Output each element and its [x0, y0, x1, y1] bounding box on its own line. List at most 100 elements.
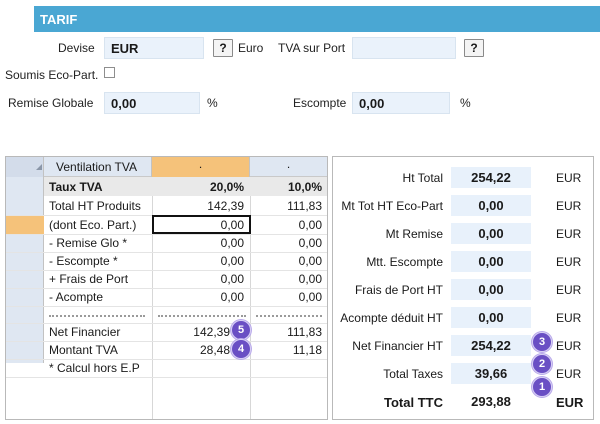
grid-row-divider: [6, 252, 327, 253]
grid-dotted-separator: [256, 315, 322, 317]
grid-row-label: Total HT Produits: [49, 199, 141, 213]
grid-row-taux: [44, 177, 327, 196]
remise-field[interactable]: 0,00: [104, 92, 200, 114]
grid-cell-col2[interactable]: 111,83: [287, 325, 322, 339]
grid-row-divider: [6, 306, 327, 307]
grid-row-label: Montant TVA: [49, 343, 118, 357]
callout-badge-5: 5: [231, 320, 251, 340]
grid-cell-col2[interactable]: 0,00: [298, 254, 322, 268]
grid-row-divider: [6, 323, 327, 324]
grid-cell-col1[interactable]: 0,00: [220, 272, 244, 286]
totals-label: Acompte déduit HT: [340, 311, 443, 325]
currency-help-button[interactable]: ?: [213, 39, 233, 57]
callout-badge-3: 3: [532, 332, 552, 352]
grid-row-divider: [6, 341, 327, 342]
grid-cell-col2[interactable]: 0,00: [298, 290, 322, 304]
totals-currency: EUR: [556, 311, 582, 325]
totals-currency: EUR: [556, 283, 582, 297]
grid-cell-focused[interactable]: [152, 215, 251, 234]
tva-port-field[interactable]: [352, 37, 456, 59]
totals-value[interactable]: 0,00: [451, 223, 531, 244]
grid-row-label: + Frais de Port: [49, 272, 129, 286]
grid-dotted-separator: [49, 315, 145, 317]
totals-value[interactable]: 0,00: [451, 307, 531, 328]
totals-value[interactable]: 0,00: [451, 195, 531, 216]
section-header-tarif: TARIF: [34, 6, 600, 32]
totals-label: Mt Remise: [385, 227, 443, 241]
grid-cell-col1[interactable]: 0,00: [220, 236, 244, 250]
grid-cell-col2[interactable]: 0,00: [298, 272, 322, 286]
callout-badge-1: 1: [532, 377, 552, 397]
remise-unit-label: %: [207, 96, 218, 110]
tva-breakdown-grid: Ventilation TVA . . Taux TVA 20,0% 10,0%…: [5, 156, 328, 420]
grid-row-label: - Escompte *: [49, 254, 118, 268]
currency-label: Devise: [58, 41, 95, 55]
grid-col-separator: [152, 177, 153, 419]
grid-row-label: Taux TVA: [49, 180, 103, 194]
grid-footnote: * Calcul hors E.P: [49, 361, 140, 375]
grid-cell-col1[interactable]: 20,0%: [209, 180, 244, 194]
totals-value[interactable]: 0,00: [451, 279, 531, 300]
grid-row-divider: [6, 234, 327, 235]
currency-field[interactable]: EUR: [104, 37, 204, 59]
totals-label: Mt Tot HT Eco-Part: [341, 199, 443, 213]
select-all-triangle-icon: [36, 164, 42, 170]
grid-cell-col2[interactable]: 0,00: [298, 218, 322, 232]
eco-part-label: Soumis Eco-Part.: [5, 68, 99, 82]
currency-unit-label: Euro: [238, 41, 264, 55]
grid-cell-col1[interactable]: 0,00: [220, 290, 244, 304]
callout-badge-4: 4: [231, 339, 251, 359]
totals-panel: Ht Total 254,22 EUR Mt Tot HT Eco-Part 0…: [332, 156, 594, 420]
totals-currency: EUR: [556, 339, 582, 353]
escompte-label: Escompte: [293, 96, 347, 110]
escompte-field[interactable]: 0,00: [352, 92, 450, 114]
grid-cell-col2[interactable]: 10,0%: [287, 180, 322, 194]
grid-row-label: (dont Eco. Part.): [49, 218, 137, 232]
grid-cell-col1[interactable]: 142,39: [207, 199, 244, 213]
grid-row-label: - Remise Glo *: [49, 236, 128, 250]
totals-currency: EUR: [556, 199, 582, 213]
grid-col-separator: [250, 177, 251, 419]
eco-part-checkbox[interactable]: [104, 67, 115, 78]
totals-label: Ht Total: [402, 171, 443, 185]
grid-cell-col1[interactable]: 28,48: [199, 343, 230, 357]
grid-header-label: Ventilation TVA: [44, 157, 152, 177]
totals-label: Mtt. Escompte: [366, 255, 443, 269]
grid-row-label: Net Financier: [49, 325, 121, 339]
grid-corner-cell: [6, 157, 44, 177]
totals-label: Total Taxes: [383, 367, 443, 381]
totals-value[interactable]: 0,00: [451, 251, 531, 272]
totals-value[interactable]: 254,22: [451, 167, 531, 188]
grid-cell-col1[interactable]: 142,39: [193, 325, 230, 339]
total-ttc-value: 293,88: [471, 394, 511, 409]
grid-row-divider: [6, 359, 327, 360]
grid-row-label: - Acompte: [49, 290, 104, 304]
tva-port-label: TVA sur Port: [278, 41, 346, 55]
grid-dotted-separator: [158, 315, 246, 317]
callout-badge-2: 2: [532, 354, 552, 374]
totals-currency: EUR: [556, 367, 582, 381]
escompte-unit-label: %: [460, 96, 471, 110]
tva-port-help-button[interactable]: ?: [464, 39, 484, 57]
grid-row-divider: [6, 288, 327, 289]
total-ttc-label: Total TTC: [384, 395, 443, 410]
totals-value[interactable]: 254,22: [451, 335, 531, 356]
remise-label: Remise Globale: [8, 96, 94, 110]
totals-currency: EUR: [556, 395, 584, 410]
grid-cell-col1[interactable]: 0,00: [220, 218, 244, 232]
grid-row-selector-active[interactable]: [6, 215, 44, 234]
grid-row-divider: [6, 270, 327, 271]
grid-header-col2[interactable]: .: [286, 157, 291, 171]
grid-cell-col1[interactable]: 0,00: [220, 254, 244, 268]
grid-cell-col2[interactable]: 0,00: [298, 236, 322, 250]
totals-value[interactable]: 39,66: [451, 363, 531, 384]
totals-currency: EUR: [556, 171, 582, 185]
totals-currency: EUR: [556, 255, 582, 269]
grid-cell-col2[interactable]: 111,83: [287, 199, 322, 213]
grid-cell-col2[interactable]: 11,18: [292, 343, 322, 357]
totals-label: Net Financier HT: [352, 339, 443, 353]
grid-header-col1[interactable]: .: [152, 157, 250, 177]
grid-row-divider: [6, 377, 327, 378]
totals-currency: EUR: [556, 227, 582, 241]
totals-label: Frais de Port HT: [354, 283, 443, 297]
